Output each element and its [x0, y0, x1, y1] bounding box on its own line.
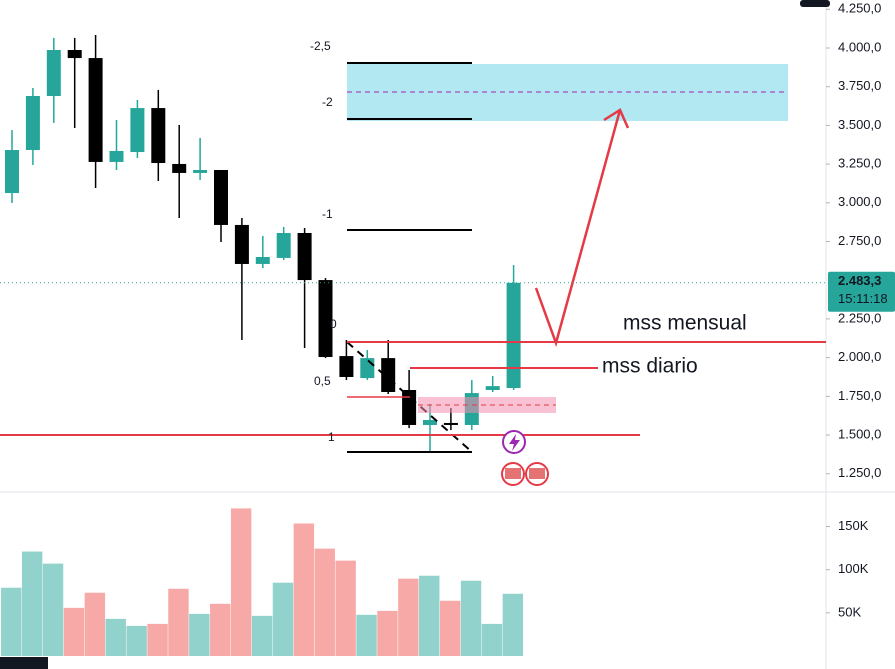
fib-label: 1: [328, 430, 335, 444]
volume-bar: [377, 610, 398, 656]
volume-bar: [502, 593, 524, 656]
volume-bar: [84, 592, 106, 656]
flag: [505, 468, 521, 479]
candle-body: [381, 358, 396, 392]
annotation: mss diario: [602, 355, 698, 378]
last-price-label: 2.483,3: [838, 273, 881, 288]
candle-body: [402, 389, 417, 425]
y-tick-label: 2.000,0: [838, 349, 881, 364]
volume-bar: [251, 615, 273, 656]
volume-bar: [481, 623, 503, 656]
volume-bar: [189, 613, 210, 656]
candle-body: [443, 422, 458, 425]
fib-label: 0,5: [314, 374, 331, 388]
plot-area: [1, 34, 524, 656]
y-tick-label: 3.250,0: [838, 156, 881, 171]
volume-bar: [168, 588, 189, 656]
y-tick-label: 1.750,0: [838, 388, 881, 403]
candle-body: [67, 50, 82, 59]
candle-body: [151, 108, 166, 164]
volume-bar: [147, 623, 168, 656]
volume-bar: [335, 560, 356, 656]
drawings: [0, 62, 826, 486]
volume-bar: [356, 614, 377, 656]
volume-tick-label: 50K: [838, 604, 861, 619]
candle-body: [5, 150, 19, 194]
candle-body: [423, 420, 437, 425]
y-tick-label: 4.000,0: [838, 39, 881, 54]
candle-body: [109, 150, 124, 162]
volume-bar: [272, 582, 294, 656]
candle-body: [360, 358, 375, 379]
volume-tick-label: 100K: [838, 561, 869, 576]
candle-body: [172, 163, 187, 173]
y-tick-label: 2.750,0: [838, 233, 881, 248]
y-tick-label: 1.250,0: [838, 465, 881, 480]
candle-body: [130, 108, 145, 153]
arrow-head: [603, 108, 630, 129]
candle-body: [88, 58, 103, 162]
volume-bar: [293, 523, 315, 656]
annotation: mss mensual: [623, 312, 747, 335]
candle-body: [297, 233, 312, 281]
volume-bar: [314, 548, 335, 656]
volume-bar: [398, 578, 419, 656]
volume-bar: [419, 575, 440, 656]
fib-label: -1: [322, 207, 333, 221]
last-price-box: [828, 271, 895, 312]
bottom-bar: [0, 657, 48, 669]
toolbar-button[interactable]: [800, 0, 830, 7]
volume-bar: [126, 625, 147, 656]
fvg-zone: [418, 397, 556, 413]
volume-bar: [210, 603, 231, 656]
candle-body: [193, 169, 208, 173]
y-tick-label: 3.000,0: [838, 194, 881, 209]
volume-bar: [21, 551, 43, 656]
y-tick-label: 2.250,0: [838, 310, 881, 325]
volume-bar: [105, 618, 126, 656]
volume-bar: [1, 587, 22, 656]
volume-tick-label: 150K: [838, 518, 869, 533]
last-time-label: 15:11:18: [838, 291, 888, 306]
volume-bar: [460, 580, 482, 656]
candle-body: [339, 356, 354, 377]
candle-body: [255, 256, 270, 264]
y-tick-label: 1.500,0: [838, 426, 881, 441]
candle-body: [234, 224, 249, 264]
projection-arrow: [534, 109, 622, 348]
candle-body: [276, 233, 291, 258]
volume-bar: [63, 607, 85, 656]
y-tick-label: 3.750,0: [838, 78, 881, 93]
lightning-icon: [509, 434, 520, 451]
candle-body: [485, 386, 500, 390]
candle-body: [506, 282, 521, 388]
candle-body: [318, 280, 333, 358]
y-tick-label: 3.500,0: [838, 117, 881, 132]
volume-bar: [439, 600, 461, 656]
flag: [529, 468, 545, 479]
fib-label: 0: [330, 317, 337, 331]
candle-body: [214, 169, 228, 225]
fib-label: -2: [322, 95, 333, 109]
candle-body: [46, 50, 61, 96]
volume-bar: [42, 563, 64, 656]
volume-bar: [230, 508, 252, 656]
candle-body: [25, 95, 40, 151]
y-tick-label: 4.250,0: [838, 1, 881, 16]
fib-label: -2,5: [310, 39, 331, 53]
